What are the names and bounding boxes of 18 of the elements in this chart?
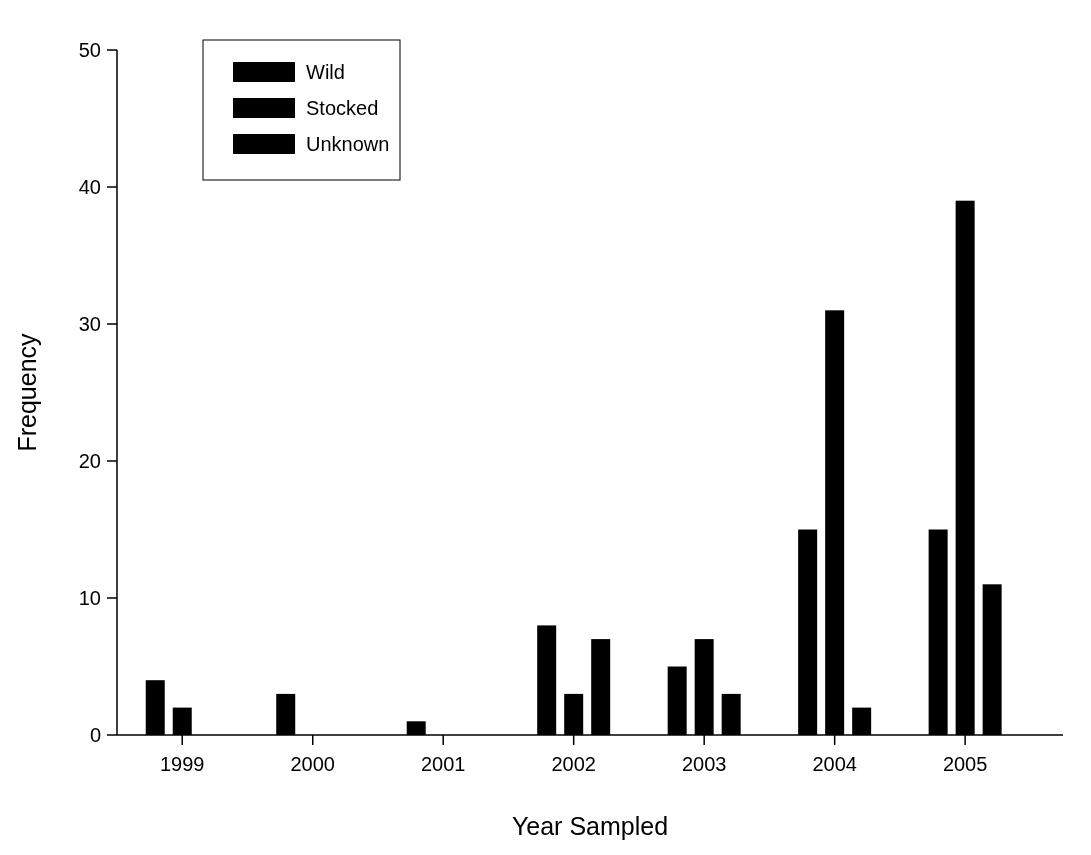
x-axis-title: Year Sampled [511,812,669,840]
legend-label: Stocked [306,97,379,119]
legend-label: Wild [306,61,345,83]
y-tick-label: 20 [78,450,101,472]
x-tick-label: 2004 [812,753,857,775]
x-tick-label: 2000 [290,753,335,775]
x-tick-label: 2005 [942,753,988,775]
y-tick-label: 10 [78,587,101,609]
x-tick-label: 2002 [551,753,596,775]
y-tick-label: 50 [78,39,101,61]
x-tick-label: 1999 [159,753,205,775]
legend-label: Unknown [306,133,390,155]
y-tick-label: 30 [78,313,101,335]
y-tick-label: 0 [89,724,101,746]
x-tick-label: 2001 [420,753,466,775]
y-tick-label: 40 [78,176,101,198]
x-tick-label: 2003 [681,753,727,775]
y-axis-title: Frequency [13,332,41,452]
